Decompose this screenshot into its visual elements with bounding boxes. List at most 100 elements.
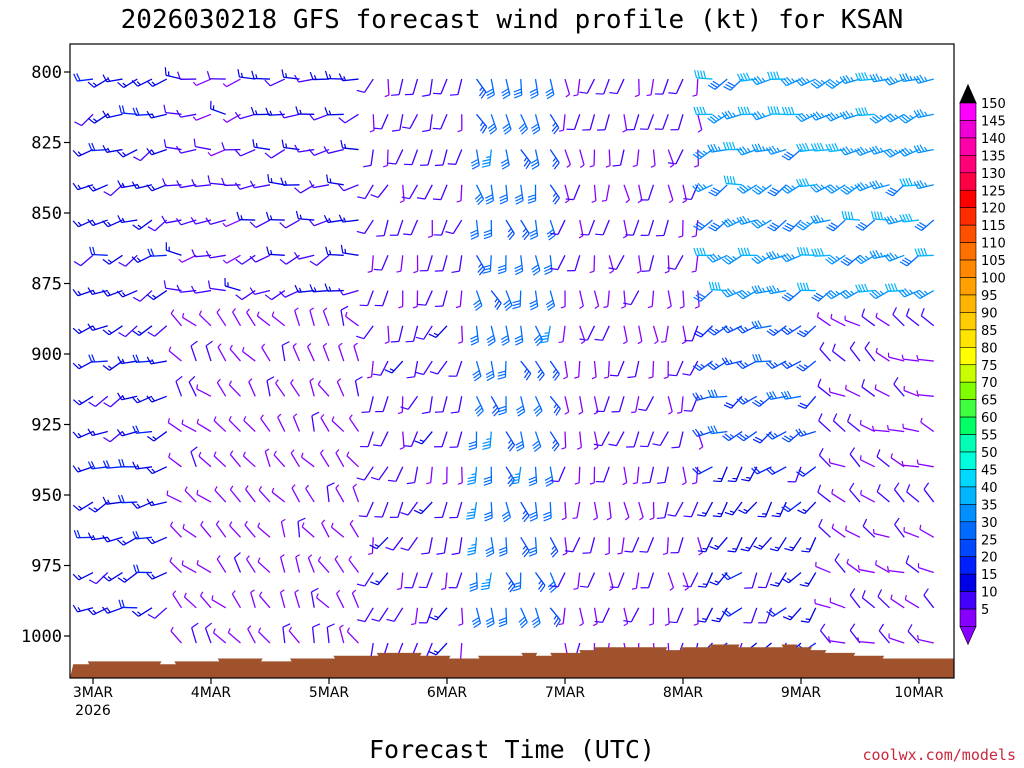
wind-barb — [917, 563, 934, 574]
wind-barb — [878, 623, 890, 644]
wind-barb — [176, 180, 197, 189]
wind-barb — [752, 353, 772, 363]
wind-barb — [264, 148, 286, 159]
wind-barb — [264, 290, 286, 301]
wind-barb — [117, 572, 138, 583]
wind-barb — [810, 183, 831, 193]
wind-barb — [258, 627, 271, 644]
wind-barb — [871, 425, 890, 433]
wind-barb — [579, 325, 596, 341]
wind-barb — [340, 139, 359, 151]
wind-barb — [259, 591, 271, 609]
wind-barb — [474, 396, 484, 417]
wind-barb — [622, 325, 628, 345]
wind-barb — [751, 284, 772, 295]
wind-barb — [721, 288, 743, 298]
wind-barb — [277, 413, 286, 432]
wind-barb — [292, 342, 301, 362]
wind-barb — [828, 387, 846, 397]
wind-barb — [117, 536, 138, 546]
wind-barb — [118, 105, 138, 115]
wind-barb — [667, 396, 673, 415]
wind-barb — [905, 308, 920, 327]
wind-barb — [890, 453, 905, 468]
wind-barb — [116, 289, 138, 298]
wind-barb — [797, 395, 817, 409]
wind-barb — [796, 360, 817, 372]
wind-barb — [367, 360, 374, 379]
wind-barb — [876, 449, 890, 468]
wind-barb — [198, 310, 212, 327]
wind-barb — [595, 219, 610, 236]
wind-barb — [172, 590, 183, 609]
wind-barb — [781, 572, 802, 584]
wind-barb — [593, 431, 599, 450]
wind-barb — [893, 377, 905, 397]
wind-barb — [146, 147, 167, 156]
wind-barb — [242, 451, 256, 468]
wind-barb — [391, 114, 404, 132]
wind-barb — [102, 74, 123, 83]
wind-barb — [292, 413, 301, 432]
wind-barb — [188, 375, 197, 397]
wind-barb — [589, 466, 596, 485]
colorbar-swatch — [959, 224, 977, 243]
wind-barb — [451, 537, 463, 556]
wind-barb — [264, 448, 271, 467]
wind-barb — [213, 451, 227, 468]
wind-barb — [796, 246, 816, 256]
wind-barb — [839, 74, 861, 85]
wind-barb — [591, 360, 597, 380]
colorbar: 1501451401351301251201151101051009590858… — [959, 83, 1006, 646]
wind-barb — [147, 325, 168, 337]
wind-barb — [72, 395, 94, 406]
wind-barb — [582, 537, 596, 554]
wind-barb — [205, 217, 226, 226]
wind-barb — [355, 325, 374, 340]
colorbar-top-arrow — [959, 83, 977, 104]
wind-barb — [475, 254, 486, 276]
wind-barb — [894, 517, 905, 538]
wind-barb — [178, 254, 197, 263]
wind-barb — [593, 290, 600, 309]
wind-barb — [348, 414, 360, 432]
wind-barb — [103, 184, 123, 197]
colorbar-label: 145 — [981, 114, 1006, 129]
colorbar-label: 105 — [981, 254, 1006, 269]
wind-barb — [458, 325, 464, 344]
wind-barb — [102, 144, 123, 153]
wind-barb — [589, 255, 596, 274]
wind-barb — [855, 107, 875, 117]
wind-barb — [294, 184, 315, 194]
wind-barb — [697, 114, 703, 133]
wind-barb — [646, 78, 655, 97]
wind-barb — [668, 360, 684, 377]
chart-title: 2026030218 GFS forecast wind profile (kt… — [121, 5, 904, 35]
wind-barb — [428, 607, 448, 621]
wind-barb — [707, 78, 728, 90]
wind-barb — [233, 552, 242, 573]
wind-barb — [271, 311, 286, 327]
wind-barb — [373, 114, 389, 130]
wind-barb — [825, 142, 846, 153]
wind-barb — [795, 142, 816, 153]
wind-barb — [839, 146, 861, 156]
wind-barb — [830, 313, 846, 327]
wind-barb — [455, 290, 463, 309]
wind-barb — [102, 571, 123, 582]
wind-barb — [227, 628, 241, 644]
wind-barb — [406, 360, 419, 379]
wind-barb — [413, 255, 419, 274]
wind-barb — [396, 572, 404, 591]
colorbar-label: 60 — [981, 411, 998, 426]
wind-barb — [229, 450, 242, 468]
surface-terrain — [70, 644, 954, 678]
colorbar-swatch — [959, 364, 977, 383]
wind-barb — [528, 537, 538, 557]
wind-barb — [132, 325, 153, 336]
wind-barb — [796, 282, 816, 292]
wind-barb — [800, 607, 817, 623]
wind-barb — [74, 113, 94, 127]
wind-barb — [434, 149, 448, 167]
wind-barb — [518, 114, 529, 135]
